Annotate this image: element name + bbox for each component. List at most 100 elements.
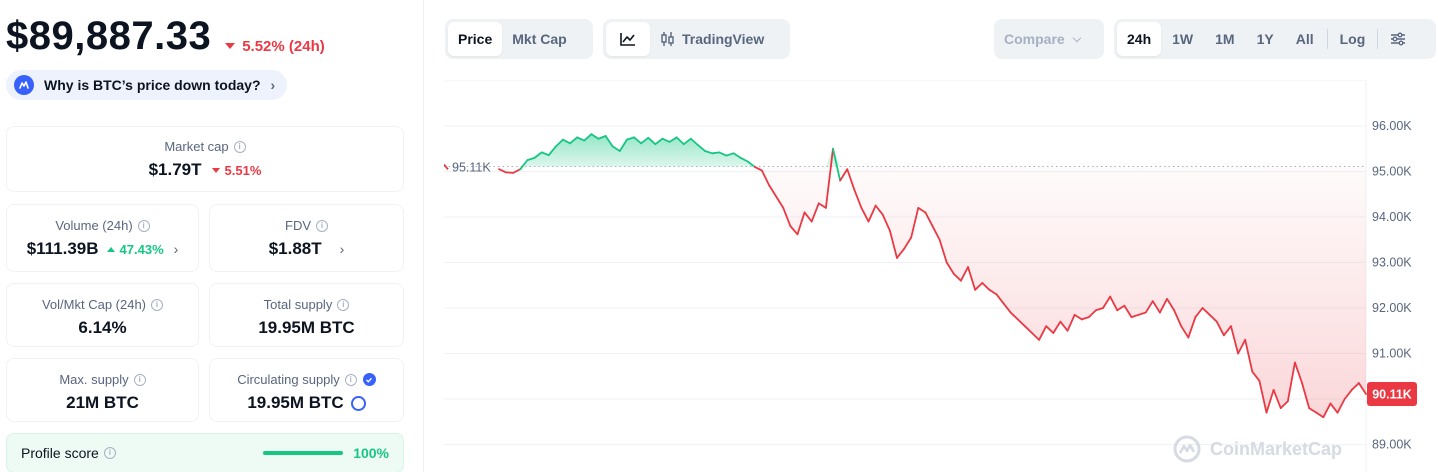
price-line-segment: [1166, 297, 1176, 312]
price-line-segment: [1308, 407, 1318, 414]
chevron-down-icon: ⌵: [1072, 32, 1082, 45]
info-icon[interactable]: i: [337, 298, 350, 311]
price-line-segment: [547, 145, 557, 157]
price-line-segment: [618, 138, 628, 152]
tab-mkt-cap[interactable]: Mkt Cap: [512, 31, 567, 47]
coin-stats-panel: $89,887.33 5.52% (24h) Why is BTC’s pric…: [0, 0, 424, 472]
price-line-segment: [554, 138, 564, 148]
price-line-segment: [1002, 302, 1012, 314]
market-cap-value: $1.79T: [148, 160, 202, 179]
caret-down-icon: [211, 167, 220, 173]
price-line-segment: [952, 272, 962, 282]
chart-settings-button[interactable]: [1380, 22, 1416, 56]
price-line-segment: [590, 133, 600, 140]
price-line-segment: [498, 168, 508, 174]
price-line-segment: [668, 136, 678, 143]
price-line-segment: [753, 166, 763, 172]
tradingview-button[interactable]: TradingView: [650, 22, 774, 56]
profile-score-progress: [263, 451, 344, 455]
price-line-segment: [1180, 325, 1190, 339]
time-range-toggle: 24h 1W 1M 1Y All Log: [1114, 19, 1436, 59]
price-line-segment: [512, 168, 522, 174]
range-24h[interactable]: 24h: [1117, 22, 1162, 56]
price-line-segment: [746, 160, 756, 168]
compare-label: Compare: [1004, 31, 1065, 47]
price-line-segment: [1151, 300, 1161, 314]
compare-dropdown[interactable]: Compare ⌵: [994, 19, 1104, 59]
price-chart[interactable]: 95.11K 96.00K 95.00K 94.00K 93.00K 92.00K 91.0…: [443, 79, 1438, 472]
volume-change-text: 47.43%: [119, 241, 164, 257]
profile-score-bar[interactable]: Profile score i 100%: [6, 433, 404, 472]
range-1y[interactable]: 1Y: [1256, 31, 1274, 47]
price-line-segment: [803, 211, 813, 223]
verified-icon: [362, 373, 376, 386]
price-line-segment: [1315, 411, 1325, 419]
divider: [1326, 29, 1328, 49]
price-line-segment: [917, 207, 927, 214]
info-icon[interactable]: i: [316, 219, 328, 232]
price-line-segment: [576, 136, 586, 142]
price-line-segment: [874, 204, 884, 216]
price-line-segment: [974, 282, 984, 291]
circulating-supply-value: 19.95M BTC: [247, 393, 344, 412]
area-below-baseline: [499, 166, 1366, 418]
price-line-segment: [995, 293, 1005, 305]
volume-change: 47.43%: [106, 241, 164, 257]
area-above-baseline: [499, 134, 1366, 167]
price-line-segment: [789, 225, 799, 236]
circulating-supply-card: Circulating supply i 19.95M BTC: [209, 358, 404, 422]
fdv-label: FDV: [285, 218, 311, 233]
sliders-icon: [1391, 32, 1406, 46]
y-tick-label: 95.00K: [1372, 165, 1412, 179]
price-line-segment: [896, 247, 905, 259]
price-line-segment: [1159, 297, 1168, 314]
price-line-segment: [1059, 320, 1069, 332]
price-line-segment: [931, 225, 941, 241]
price-line-segment: [1144, 300, 1154, 314]
chevron-right-icon: ›: [173, 241, 179, 257]
price-line-segment: [1322, 402, 1332, 419]
price-line-segment: [888, 229, 898, 259]
chevron-right-icon: ›: [339, 241, 345, 257]
info-icon[interactable]: i: [151, 298, 164, 311]
ai-chat-icon: [14, 75, 34, 95]
price-line-segment: [739, 156, 749, 163]
total-supply-label: Total supply: [263, 297, 333, 312]
market-cap-card: Market cap i $1.79T 5.51%: [6, 126, 404, 192]
price-line-segment: [810, 202, 820, 223]
info-icon[interactable]: i: [137, 219, 150, 232]
range-1m[interactable]: 1M: [1215, 31, 1235, 47]
volume-label: Volume (24h): [55, 218, 133, 233]
tab-price[interactable]: Price: [448, 22, 503, 56]
info-icon[interactable]: i: [344, 373, 357, 386]
price-chart-svg[interactable]: 95.11K 96.00K 95.00K 94.00K 93.00K 92.00K 91.0…: [443, 79, 1438, 472]
price-line-segment: [640, 136, 650, 145]
max-supply-card: Max. supply i 21M BTC: [6, 358, 199, 422]
price-line-segment: [1265, 388, 1275, 414]
log-toggle[interactable]: Log: [1339, 31, 1366, 47]
range-all[interactable]: All: [1295, 31, 1314, 47]
line-chart-button[interactable]: [606, 22, 650, 56]
price-line-segment: [682, 137, 692, 146]
info-icon[interactable]: i: [233, 140, 246, 153]
price-line-segment: [853, 188, 863, 209]
price-line-segment: [1009, 311, 1019, 321]
price-line-segment: [1123, 304, 1133, 319]
chevron-right-icon: ›: [270, 77, 276, 93]
price-line-segment: [732, 152, 742, 159]
info-icon[interactable]: i: [133, 373, 146, 386]
range-1w[interactable]: 1W: [1172, 31, 1194, 47]
info-icon[interactable]: i: [103, 447, 116, 459]
price-line-segment: [1201, 307, 1211, 316]
fdv-card[interactable]: FDV i $1.88T ›: [209, 204, 404, 272]
supply-ring-icon: [350, 395, 366, 411]
why-price-down-chip[interactable]: Why is BTC’s price down today? ›: [6, 70, 288, 100]
y-tick-label: 91.00K: [1372, 347, 1412, 361]
price-line-segment: [1279, 400, 1289, 410]
price-line-segment: [1343, 388, 1353, 400]
price-line-segment: [988, 288, 998, 296]
price-line-segment: [540, 151, 550, 157]
current-price-label: 90.11K: [1372, 387, 1412, 401]
volume-card[interactable]: Volume (24h) i $111.39B 47.43% ›: [6, 204, 199, 272]
price-line-segment: [924, 211, 934, 228]
